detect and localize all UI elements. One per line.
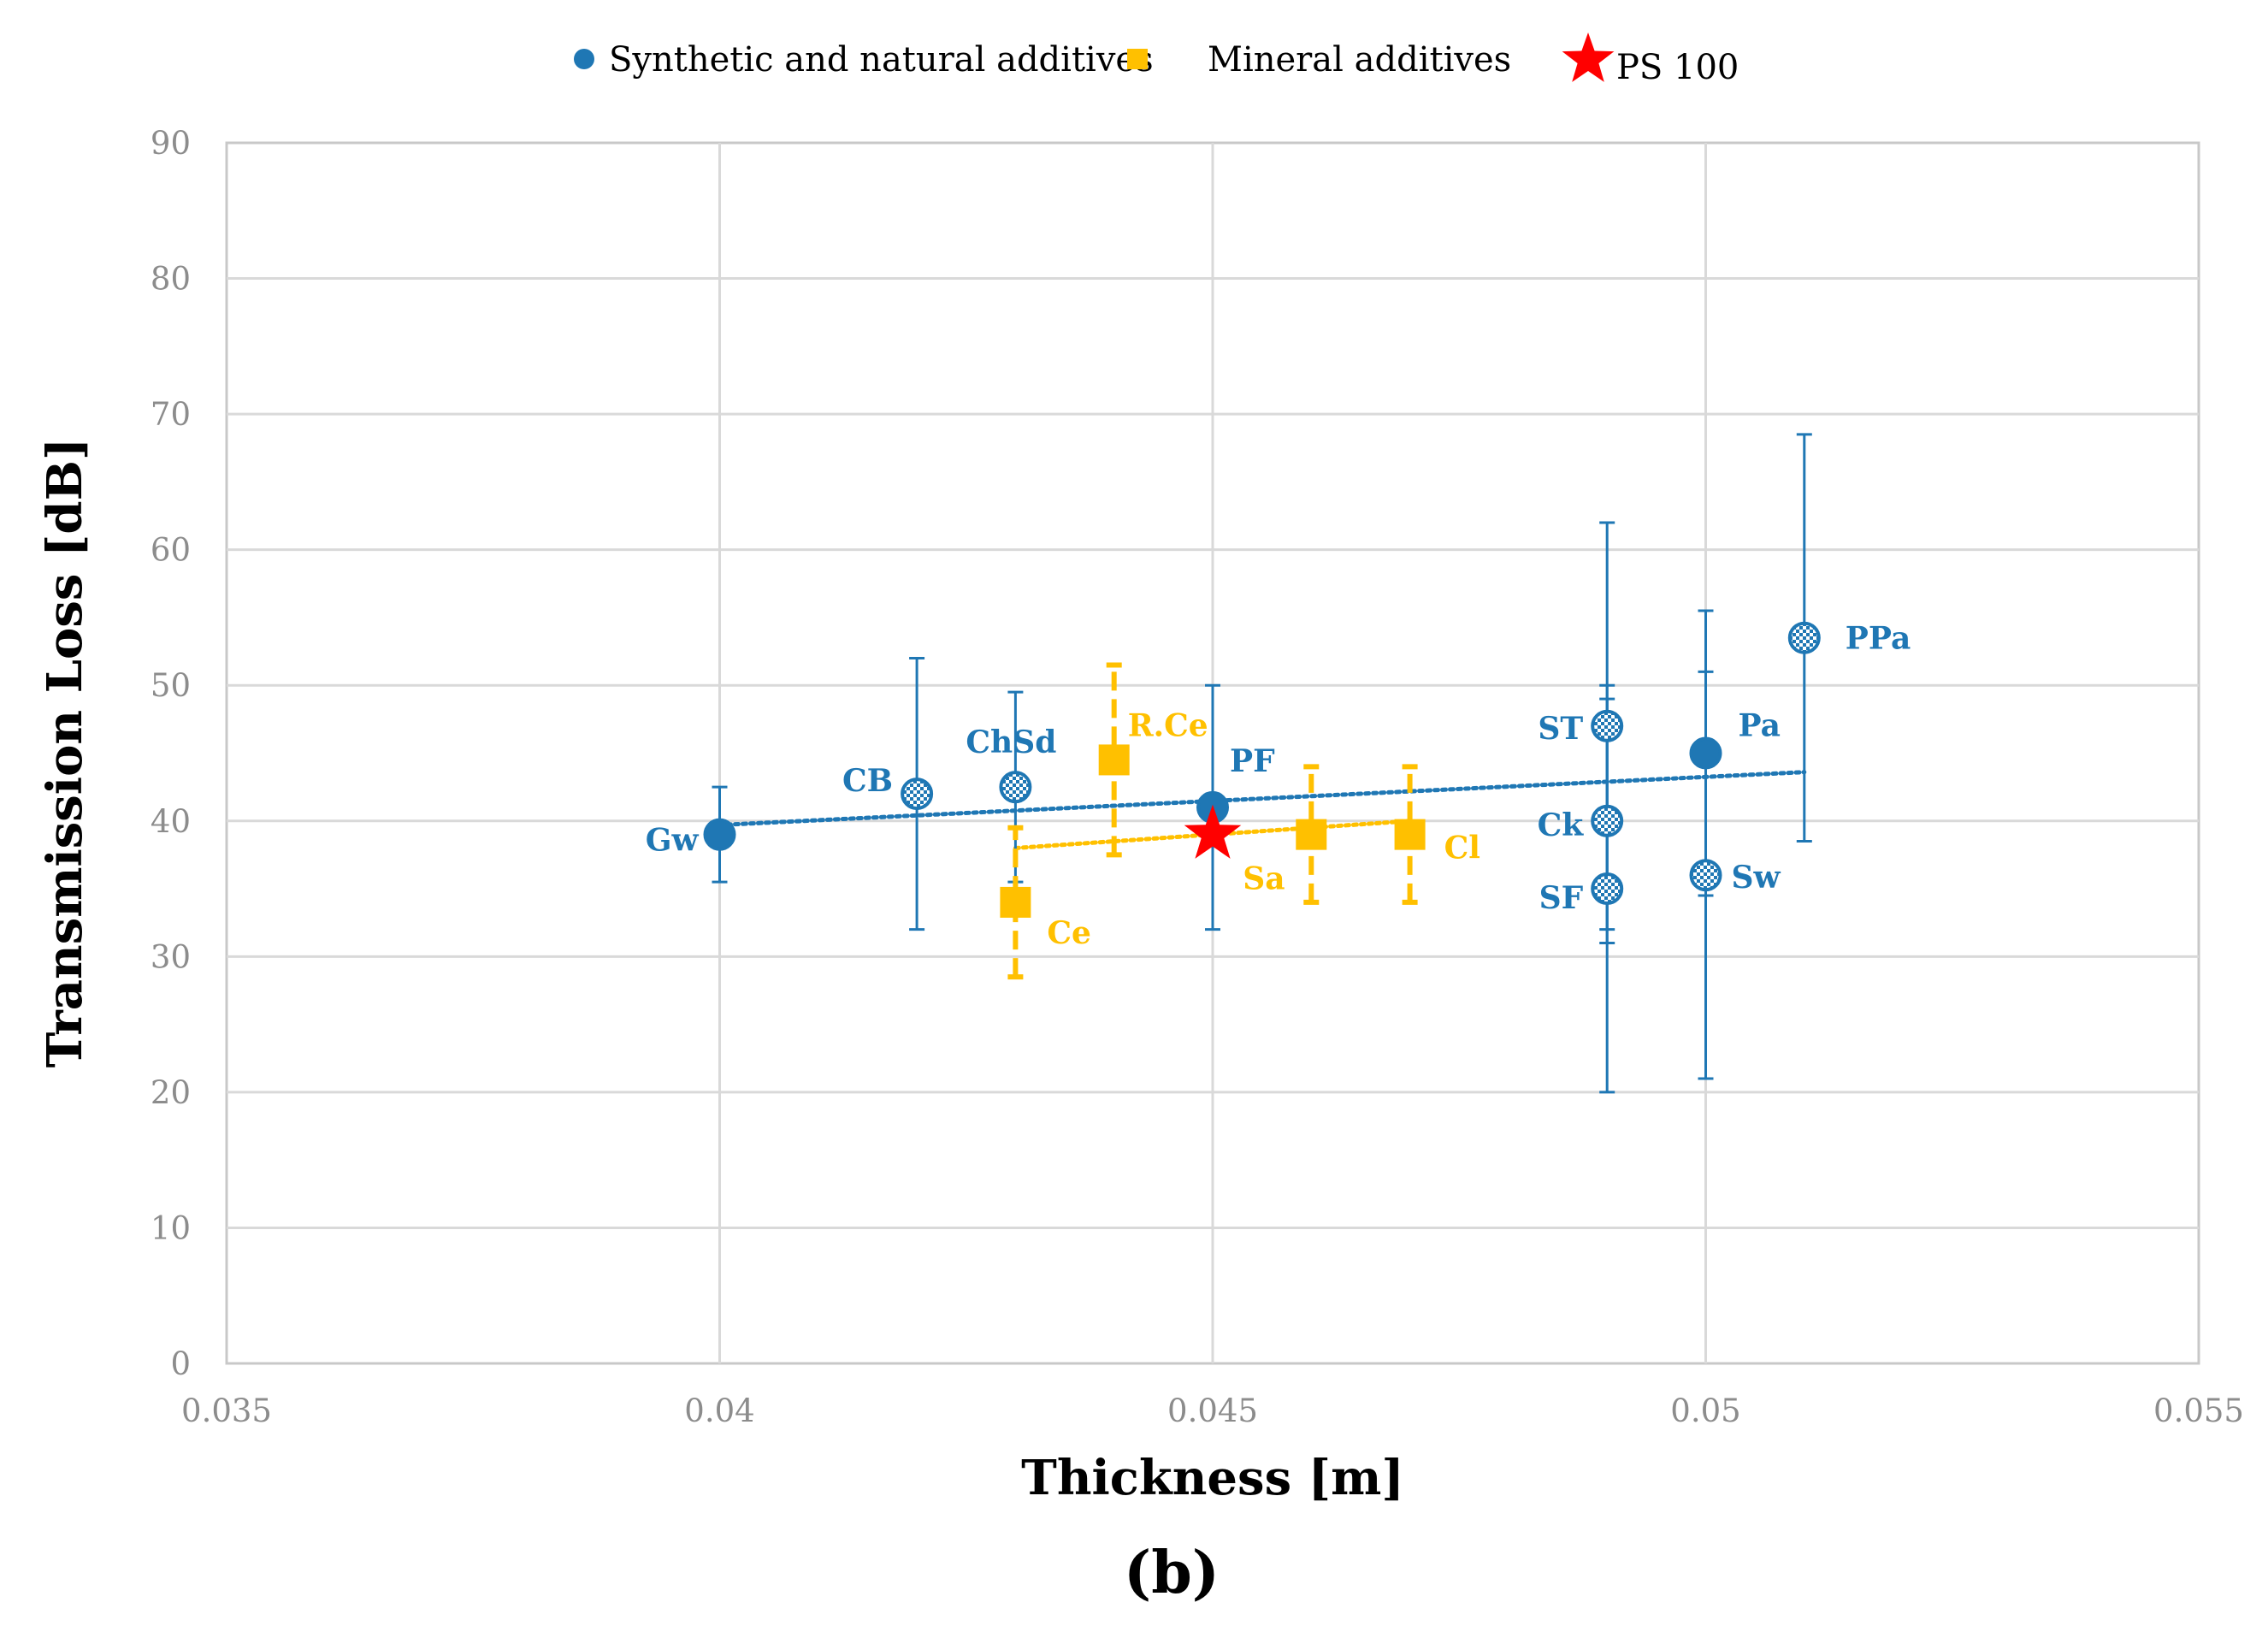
point-label-sf: SF bbox=[1539, 880, 1584, 916]
data-point-chsd bbox=[999, 771, 1032, 804]
x-tick-label: 0.05 bbox=[1670, 1392, 1740, 1429]
data-point-pa bbox=[1689, 736, 1722, 770]
point-label-ce: Ce bbox=[1047, 915, 1091, 951]
legend: Synthetic and natural additives Mineral … bbox=[574, 33, 1739, 87]
y-tick-label: 60 bbox=[151, 532, 191, 569]
data-point-rce bbox=[1098, 744, 1130, 776]
point-label-ppa: PPa bbox=[1846, 621, 1911, 657]
data-point-ps100-star bbox=[1184, 804, 1242, 859]
point-label-ck: Ck bbox=[1538, 807, 1585, 843]
legend-synthetic-label: Synthetic and natural additives bbox=[609, 40, 1154, 80]
y-tick-label: 50 bbox=[151, 667, 191, 704]
point-label-sw: Sw bbox=[1732, 860, 1781, 896]
data-point-ce bbox=[1000, 886, 1031, 918]
point-label-cb: CB bbox=[842, 763, 893, 799]
data-point-sw bbox=[1689, 859, 1722, 892]
point-labels: Gw CB ChSd PF ST Ck SF Pa Sw PPa Ce R.Ce Sa Cl bbox=[646, 621, 1911, 951]
y-axis-ticks: 0 10 20 30 40 50 60 70 80 90 bbox=[151, 125, 191, 1382]
y-tick-label: 90 bbox=[151, 125, 191, 162]
y-tick-label: 20 bbox=[151, 1074, 191, 1111]
data-point-cb bbox=[901, 778, 934, 811]
trendline bbox=[718, 770, 1807, 828]
point-label-rce: R.Ce bbox=[1128, 707, 1208, 743]
legend-ps100-star-icon bbox=[1562, 33, 1615, 82]
data-point-cl bbox=[1394, 819, 1426, 850]
data-point-ck bbox=[1591, 804, 1624, 837]
x-tick-label: 0.04 bbox=[684, 1392, 754, 1429]
point-label-pf: PF bbox=[1230, 743, 1275, 779]
y-tick-label: 30 bbox=[151, 938, 191, 975]
data-points bbox=[703, 621, 1821, 918]
point-label-gw: Gw bbox=[646, 823, 700, 859]
data-point-sa bbox=[1296, 819, 1327, 850]
data-point-st bbox=[1591, 709, 1624, 742]
y-axis-title: Transmission Loss [dB] bbox=[37, 438, 93, 1068]
point-label-st: ST bbox=[1538, 711, 1583, 747]
legend-synthetic-marker bbox=[574, 49, 594, 69]
panel-label: (b) bbox=[1124, 1539, 1220, 1607]
x-tick-label: 0.055 bbox=[2153, 1392, 2244, 1429]
point-label-chsd: ChSd bbox=[966, 724, 1056, 760]
y-tick-label: 40 bbox=[151, 803, 191, 840]
legend-ps100-label: PS 100 bbox=[1616, 48, 1739, 87]
y-tick-label: 70 bbox=[151, 396, 191, 433]
y-tick-label: 10 bbox=[151, 1209, 191, 1246]
data-point-sf bbox=[1591, 872, 1624, 906]
x-tick-label: 0.035 bbox=[181, 1392, 272, 1429]
legend-mineral-marker bbox=[1127, 49, 1148, 69]
gridlines bbox=[227, 143, 2199, 1363]
y-tick-label: 0 bbox=[170, 1345, 191, 1382]
x-axis-ticks: 0.035 0.04 0.045 0.05 0.055 bbox=[181, 1392, 2244, 1429]
data-point-gw bbox=[703, 818, 736, 851]
y-tick-label: 80 bbox=[151, 261, 191, 298]
point-label-sa: Sa bbox=[1243, 861, 1285, 897]
x-tick-label: 0.045 bbox=[1167, 1392, 1258, 1429]
x-axis-title: Thickness [m] bbox=[1021, 1450, 1404, 1506]
legend-mineral-label: Mineral additives bbox=[1208, 40, 1511, 80]
data-point-ppa bbox=[1787, 621, 1821, 654]
point-label-cl: Cl bbox=[1444, 831, 1480, 866]
point-label-pa: Pa bbox=[1739, 708, 1781, 744]
